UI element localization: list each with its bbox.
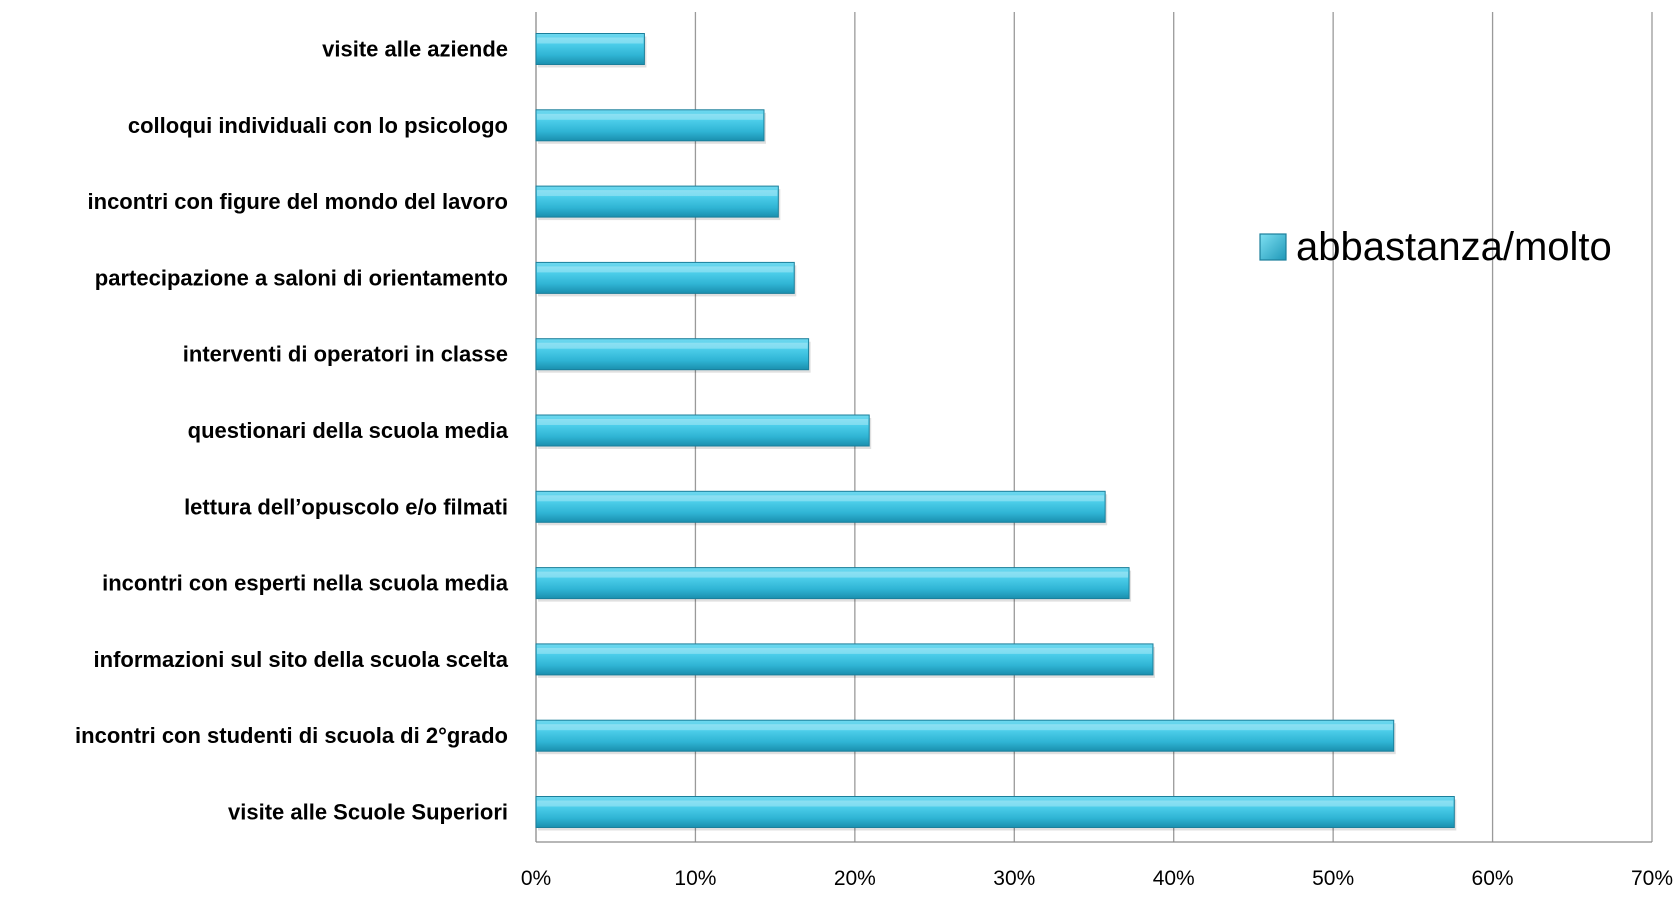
bar: [536, 262, 796, 296]
x-tick-labels: 0% 10% 20% 30% 40% 50% 60% 70%: [521, 867, 1673, 890]
bar: [536, 644, 1155, 678]
legend-label: abbastanza/molto: [1296, 225, 1612, 269]
bar-highlight: [537, 343, 808, 349]
bar-highlight: [537, 801, 1453, 807]
category-label: visite alle aziende: [322, 37, 508, 62]
bar-highlight: [537, 114, 763, 120]
bars: [536, 34, 1456, 831]
bar-highlight: [537, 266, 793, 272]
category-label: informazioni sul sito della scuola scelt…: [94, 647, 509, 672]
bar-highlight: [537, 190, 777, 196]
x-tick-label: 10%: [674, 867, 716, 890]
bar: [536, 797, 1456, 831]
category-label: questionari della scuola media: [188, 418, 509, 443]
x-tick-label: 0%: [521, 867, 551, 890]
bar: [536, 491, 1107, 525]
category-labels: visite alle aziende colloqui individuali …: [75, 37, 509, 825]
bar-highlight: [537, 648, 1152, 654]
x-tick-label: 60%: [1472, 867, 1514, 890]
bar: [536, 720, 1396, 754]
category-label: incontri con figure del mondo del lavoro: [88, 189, 508, 214]
bar-highlight: [537, 419, 868, 425]
x-tick-label: 70%: [1631, 867, 1673, 890]
bar-highlight: [537, 38, 643, 44]
legend: abbastanza/molto: [1260, 225, 1612, 269]
x-tick-label: 50%: [1312, 867, 1354, 890]
x-tick-label: 20%: [834, 867, 876, 890]
bar-highlight: [537, 495, 1104, 501]
bar-highlight: [537, 724, 1393, 730]
category-label: partecipazione a saloni di orientamento: [95, 265, 508, 290]
category-label: incontri con esperti nella scuola media: [102, 571, 509, 596]
bar-highlight: [537, 572, 1128, 578]
category-label: incontri con studenti di scuola di 2°gra…: [75, 723, 508, 748]
bar: [536, 339, 811, 373]
category-label: colloqui individuali con lo psicologo: [128, 113, 508, 138]
legend-swatch: [1260, 234, 1286, 260]
bar: [536, 110, 766, 144]
category-label: visite alle Scuole Superiori: [228, 800, 508, 825]
bar: [536, 34, 646, 68]
bar: [536, 186, 780, 220]
category-label: lettura dell’opuscolo e/o filmati: [184, 494, 508, 519]
x-tick-label: 40%: [1153, 867, 1195, 890]
bar: [536, 415, 871, 449]
category-label: interventi di operatori in classe: [183, 342, 508, 367]
bar: [536, 568, 1131, 602]
x-tick-label: 30%: [993, 867, 1035, 890]
